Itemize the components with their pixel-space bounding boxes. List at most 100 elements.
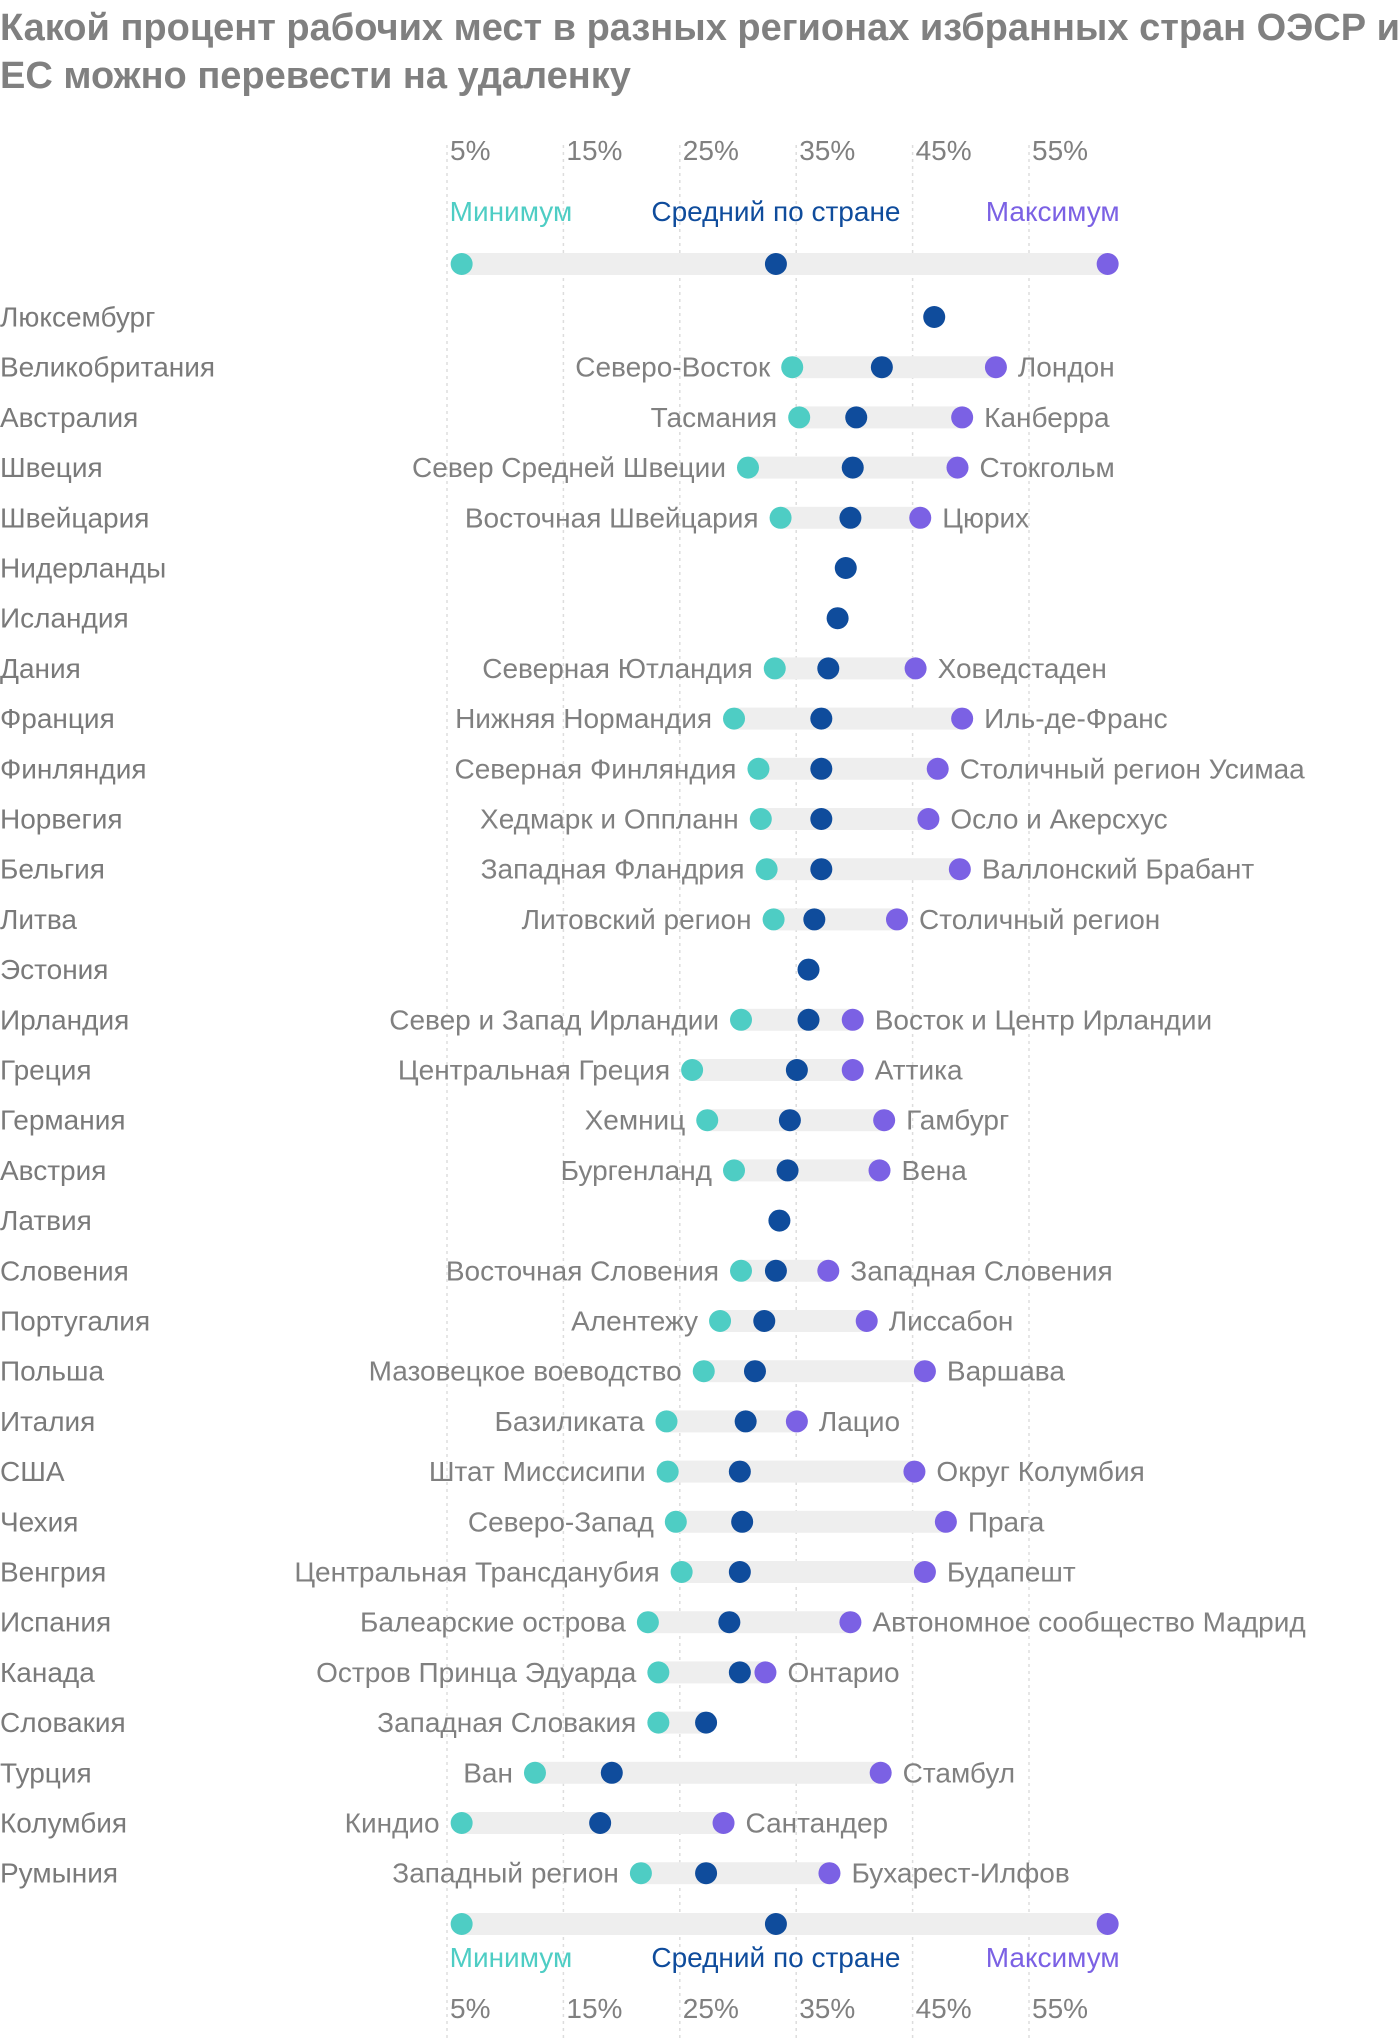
country-label: Испания: [0, 1607, 111, 1638]
avg-dot: [600, 1761, 623, 1784]
min-dot: [762, 908, 785, 931]
max-region-label: Сантандер: [746, 1808, 889, 1839]
min-region-label: Северо-Восток: [575, 352, 771, 383]
avg-dot: [841, 456, 864, 479]
max-region-label: Вена: [902, 1155, 968, 1186]
country-label: Литва: [0, 904, 77, 935]
max-region-label: Восток и Центр Ирландии: [875, 1004, 1212, 1035]
legend-min-dot: [450, 253, 473, 275]
avg-dot: [764, 1259, 787, 1282]
min-dot: [636, 1611, 659, 1634]
min-dot: [755, 858, 778, 881]
max-region-label: Гамбург: [906, 1105, 1009, 1136]
max-region-label: Бухарест-Илфов: [851, 1858, 1069, 1889]
min-region-label: Базиликата: [495, 1406, 645, 1437]
max-region-label: Стокгольм: [980, 452, 1115, 483]
max-region-label: Прага: [968, 1506, 1045, 1537]
country-label: Румыния: [0, 1858, 118, 1889]
max-region-label: Цюрих: [942, 502, 1029, 533]
max-region-label: Канберра: [984, 402, 1110, 433]
max-dot: [917, 808, 940, 830]
avg-dot: [718, 1611, 741, 1634]
avg-dot: [743, 1360, 766, 1383]
max-dot: [841, 1008, 864, 1031]
min-dot: [769, 506, 792, 529]
max-region-label: Стамбул: [903, 1757, 1015, 1788]
range-track: [734, 1159, 880, 1182]
min-dot: [647, 1661, 670, 1684]
max-region-label: Варшава: [947, 1356, 1065, 1387]
max-region-label: Лиссабон: [889, 1306, 1014, 1337]
country-label: Греция: [0, 1055, 92, 1086]
legend-avg-dot: [764, 253, 787, 275]
min-region-label: Западный регион: [392, 1858, 619, 1889]
max-dot: [817, 1259, 840, 1282]
legend-avg-label: Средний по стране: [651, 196, 900, 227]
range-track: [703, 1360, 925, 1383]
min-region-label: Восточная Швейцария: [465, 502, 759, 533]
max-dot: [926, 757, 949, 780]
max-region-label: Автономное сообщество Мадрид: [872, 1607, 1305, 1638]
range-track: [720, 1310, 867, 1332]
country-label: Чехия: [0, 1506, 78, 1537]
min-region-label: Северо-Запад: [468, 1506, 654, 1537]
min-dot: [656, 1460, 679, 1483]
x-tick-label: 5%: [450, 1993, 490, 2024]
max-region-label: Округ Колумбия: [936, 1456, 1144, 1487]
min-dot: [730, 1008, 752, 1031]
chart-title: Какой процент рабочих мест в разных реги…: [0, 7, 1400, 97]
max-region-label: Столичный регион: [919, 904, 1160, 935]
min-dot: [655, 1410, 678, 1433]
min-region-label: Хедмарк и Оппланн: [480, 804, 739, 835]
range-track: [758, 757, 938, 780]
country-label: Польша: [0, 1356, 104, 1387]
range-track: [667, 1460, 915, 1483]
avg-dot: [810, 757, 833, 780]
avg-dot: [728, 1460, 751, 1483]
max-dot: [841, 1059, 864, 1081]
min-region-label: Север и Запад Ирландии: [389, 1004, 719, 1035]
max-region-label: Столичный регион Усимаа: [960, 753, 1305, 784]
min-region-label: Ван: [463, 1757, 513, 1788]
range-track: [692, 1059, 853, 1081]
max-dot: [885, 908, 908, 931]
country-label: Португалия: [0, 1306, 150, 1337]
max-dot: [951, 406, 974, 429]
country-label: Нидерланды: [0, 553, 166, 584]
range-track: [675, 1510, 946, 1533]
avg-dot: [753, 1310, 776, 1332]
country-label: Германия: [0, 1105, 126, 1136]
country-label: Франция: [0, 703, 115, 734]
range-track: [666, 1410, 797, 1433]
min-region-label: Центральная Греция: [398, 1055, 670, 1086]
max-dot: [934, 1510, 957, 1533]
max-region-label: Западная Словения: [850, 1255, 1112, 1286]
max-dot: [754, 1661, 777, 1684]
legend-min-dot: [450, 1913, 473, 1935]
range-track: [766, 858, 960, 881]
min-dot: [747, 757, 770, 780]
country-label: Норвегия: [0, 804, 123, 835]
avg-dot: [803, 908, 826, 931]
max-dot: [712, 1812, 735, 1834]
x-tick-label: 15%: [566, 135, 622, 166]
avg-dot: [826, 607, 849, 630]
min-region-label: Алентежу: [571, 1306, 698, 1337]
max-region-label: Лондон: [1018, 352, 1115, 383]
min-dot: [763, 657, 786, 680]
x-tick-label: 55%: [1032, 135, 1088, 166]
avg-dot: [810, 707, 833, 730]
max-dot: [909, 506, 932, 529]
range-track: [658, 1711, 707, 1734]
x-tick-label: 25%: [683, 135, 739, 166]
range-track: [647, 1611, 851, 1634]
avg-dot: [817, 657, 840, 680]
min-dot: [696, 1109, 719, 1132]
min-dot: [736, 456, 759, 479]
min-region-label: Хемниц: [585, 1105, 686, 1136]
range-track: [760, 808, 929, 830]
legend-min-label: Минимум: [450, 1942, 573, 1973]
max-region-label: Будапешт: [947, 1557, 1076, 1588]
country-label: Венгрия: [0, 1557, 106, 1588]
max-dot: [951, 707, 974, 730]
